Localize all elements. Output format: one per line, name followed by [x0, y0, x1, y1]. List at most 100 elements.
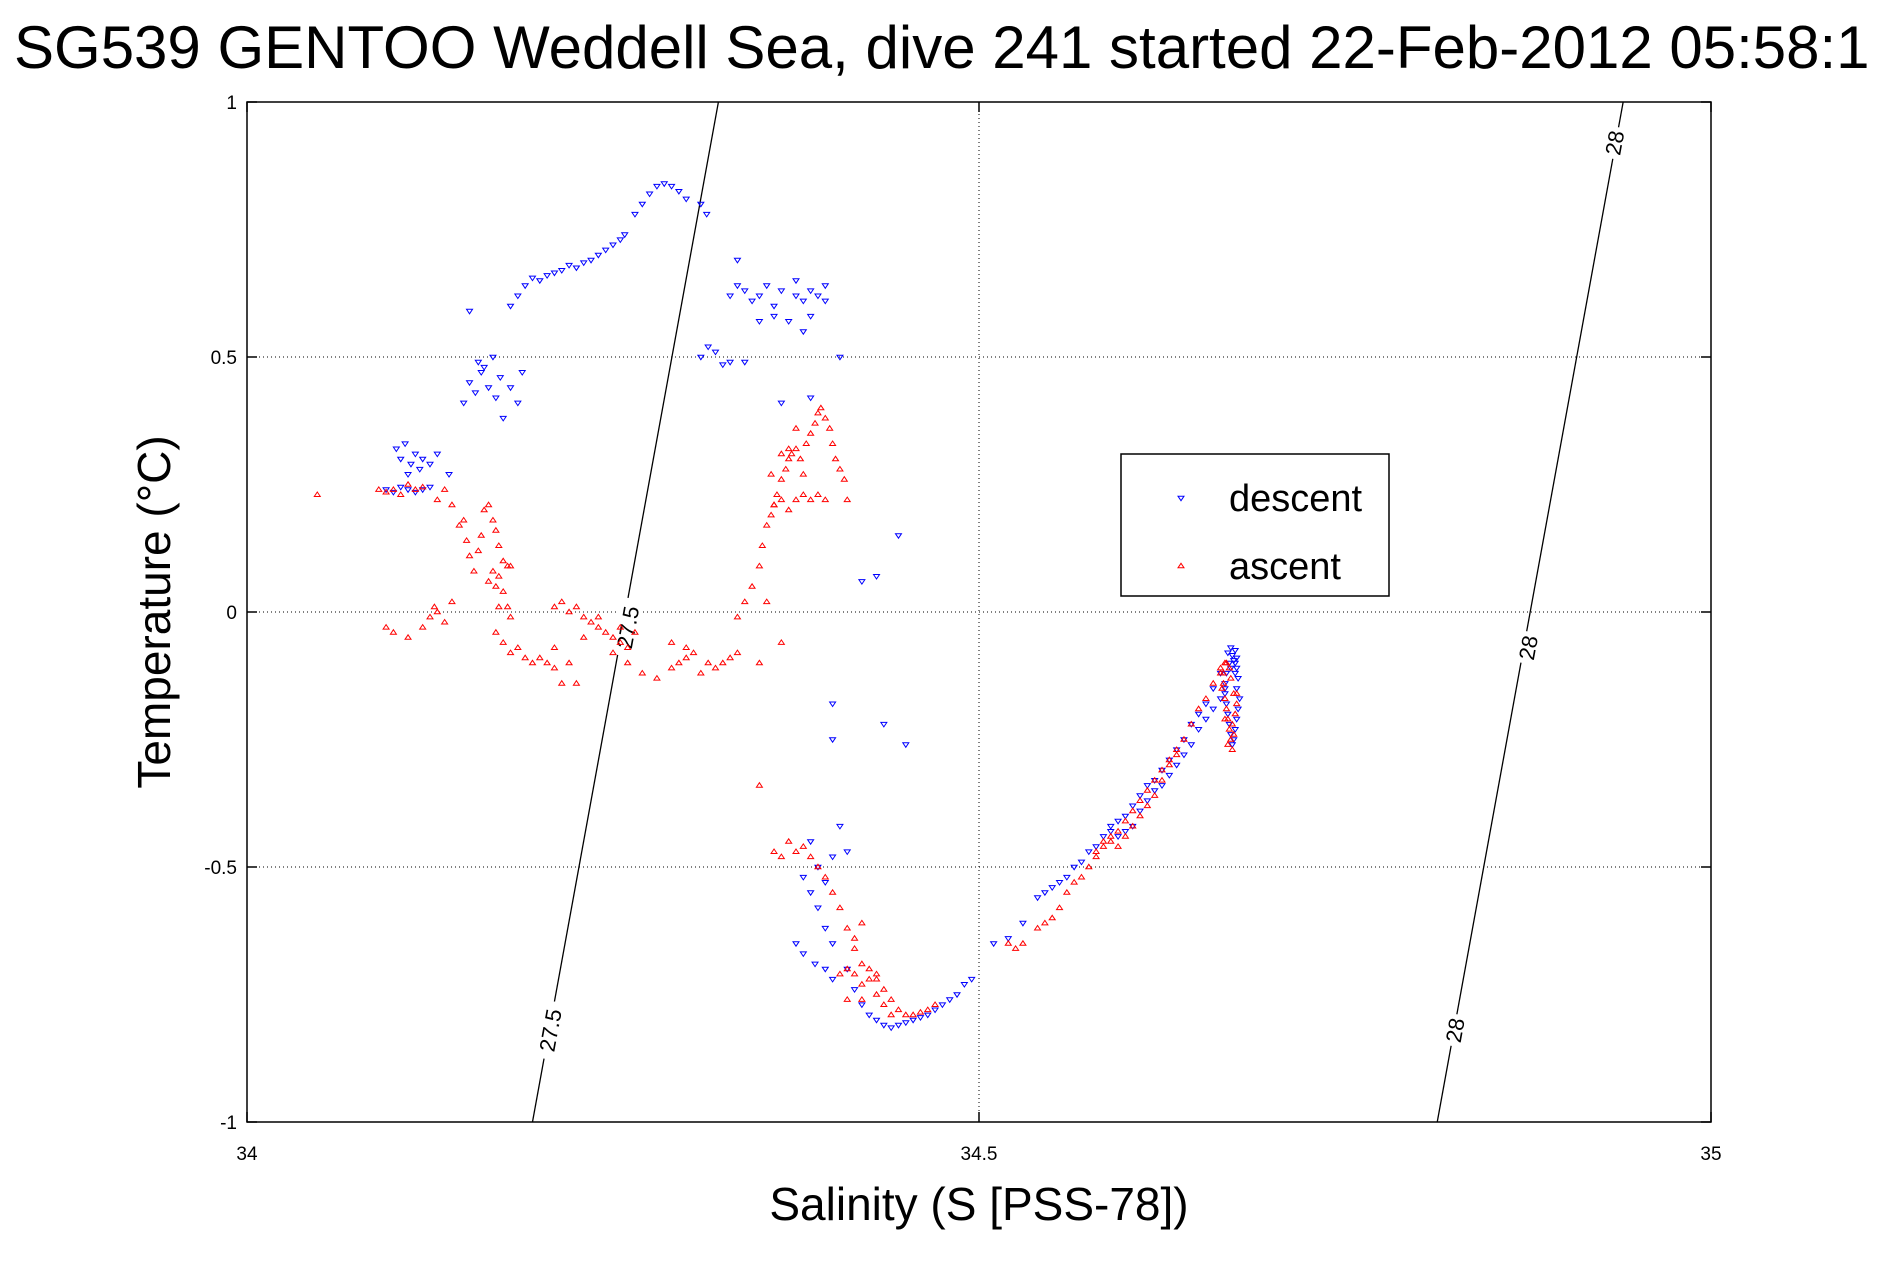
ascent-point: [931, 1001, 940, 1007]
descent-point: [1048, 885, 1057, 892]
ascent-point: [465, 552, 474, 559]
ascent-point: [843, 965, 852, 972]
ascent-point: [1004, 939, 1013, 946]
chart-title: SG539 GENTOO Weddell Sea, dive 241 start…: [14, 14, 1870, 81]
ascent-point: [455, 521, 464, 528]
ascent-point: [1143, 786, 1152, 793]
ascent-point: [762, 598, 771, 605]
descent-point: [901, 742, 910, 749]
descent-point: [477, 370, 486, 376]
descent-point: [1235, 696, 1244, 703]
ascent-point: [872, 990, 881, 997]
ascent-point: [1011, 944, 1020, 951]
descent-point: [496, 375, 505, 382]
descent-point: [652, 183, 661, 190]
descent-point: [748, 298, 757, 305]
descent-point: [1209, 686, 1218, 693]
ascent-point: [1121, 832, 1130, 839]
ascent-point: [667, 664, 676, 671]
descent-point: [587, 257, 595, 264]
ascent-point: [499, 638, 508, 645]
isopycnal-line: [1436, 101, 1624, 1123]
ascent-point: [1221, 695, 1229, 701]
ascent-point: [1114, 827, 1123, 834]
descent-point: [821, 298, 830, 305]
isopycnal-label: 28: [1513, 629, 1543, 666]
descent-point: [565, 262, 574, 269]
descent-point: [1106, 829, 1115, 835]
ascent-point: [762, 521, 771, 528]
ascent-point: [1194, 705, 1203, 712]
descent-point: [953, 992, 961, 999]
ascent-point: [916, 1008, 925, 1015]
ascent-point: [535, 654, 544, 661]
descent-point: [1114, 834, 1123, 841]
descent-point: [401, 441, 410, 448]
descent-point: [843, 849, 852, 856]
ascent-point: [682, 644, 691, 650]
ascent-point: [1143, 802, 1152, 809]
descent-point: [513, 400, 522, 407]
descent-point: [411, 451, 420, 458]
descent-point: [407, 461, 415, 468]
ascent-point: [784, 837, 793, 844]
ascent-point: [1099, 837, 1108, 844]
descent-point: [543, 273, 552, 280]
descent-point: [392, 446, 401, 453]
ascent-point: [711, 664, 720, 671]
ascent-point: [872, 975, 881, 982]
ascent-point: [857, 919, 866, 926]
descent-point: [1232, 716, 1241, 723]
ascent-point: [1084, 863, 1093, 870]
ascent-point: [550, 644, 559, 650]
ascent-point: [828, 440, 837, 446]
descent-point: [806, 313, 815, 320]
ascent-point: [879, 1001, 888, 1007]
descent-point: [835, 823, 844, 830]
descent-point: [879, 721, 888, 728]
ascent-point: [480, 506, 489, 513]
ascent-point: [1092, 853, 1101, 860]
ascent-point: [503, 603, 512, 610]
descent-point: [806, 890, 815, 897]
descent-point: [418, 487, 427, 494]
descent-point: [740, 288, 749, 295]
ascent-point: [843, 995, 852, 1002]
descent-point: [960, 982, 969, 988]
ascent-point: [758, 542, 767, 548]
descent-point: [828, 701, 837, 708]
descent-point: [821, 880, 830, 886]
ascent-point: [1221, 715, 1229, 722]
ascent-point: [777, 450, 786, 457]
ascent-point: [1228, 720, 1237, 727]
descent-point: [835, 354, 844, 361]
isopycnal-label-bg: [1599, 124, 1630, 161]
descent-point: [1150, 788, 1159, 795]
ascent-point: [1136, 797, 1144, 803]
ascent-point: [652, 674, 661, 681]
isopycnal-label-text: 28: [1441, 1016, 1470, 1045]
ascent-point: [696, 669, 705, 676]
ascent-point: [806, 853, 815, 860]
ascent-point: [494, 603, 503, 610]
ascent-point: [850, 934, 859, 941]
ascent-point: [1226, 674, 1235, 681]
ascent-point: [755, 781, 764, 788]
ascent-point: [816, 404, 825, 411]
ascent-point: [733, 613, 742, 620]
ascent-point: [1099, 842, 1108, 849]
legend-label-descent: descent: [1229, 478, 1363, 520]
descent-point: [702, 211, 711, 218]
ascent-point: [1018, 939, 1027, 946]
ascent-point: [1222, 659, 1231, 666]
ascent-point: [1223, 740, 1232, 747]
ascent-point: [781, 465, 790, 472]
descent-point: [1223, 711, 1232, 718]
ascent-point: [1114, 842, 1123, 849]
descent-point: [1201, 701, 1210, 708]
ascent-point: [1077, 873, 1086, 880]
ascent-point: [802, 440, 811, 446]
descent-point: [967, 976, 976, 983]
ascent-point: [609, 649, 617, 656]
ascent-point: [389, 485, 398, 492]
